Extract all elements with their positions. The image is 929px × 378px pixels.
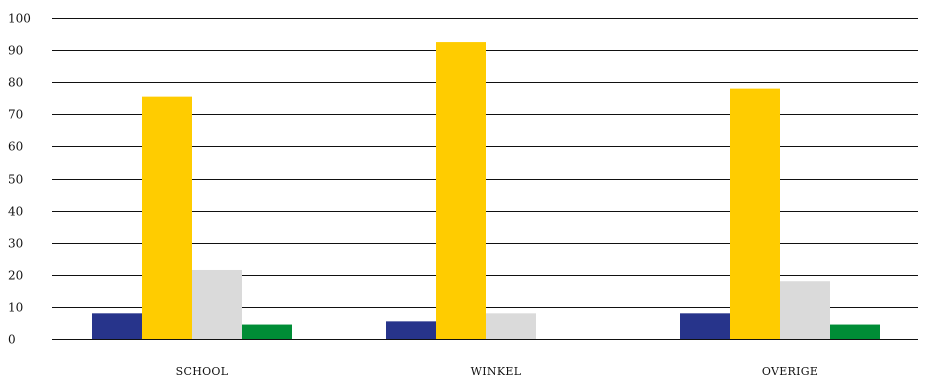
y-tick-label: 100 bbox=[8, 12, 31, 26]
bar-winkel-series-2 bbox=[436, 42, 486, 339]
bar-overige-series-1 bbox=[680, 313, 730, 339]
category-label-school: SCHOOL bbox=[176, 365, 229, 378]
bar-school-series-3 bbox=[192, 269, 242, 339]
y-tick-label: 10 bbox=[8, 301, 23, 315]
x-axis-categories: SCHOOL WINKEL OVERIGE bbox=[176, 365, 818, 378]
y-tick-label: 20 bbox=[8, 269, 23, 283]
y-tick-label: 30 bbox=[8, 237, 23, 251]
y-tick-label: 60 bbox=[8, 140, 23, 154]
category-label-overige: OVERIGE bbox=[762, 365, 818, 378]
bar-school-series-2 bbox=[142, 96, 192, 340]
y-tick-label: 0 bbox=[8, 333, 16, 347]
y-tick-label: 90 bbox=[8, 44, 23, 58]
y-axis-ticks: 0 10 20 30 40 50 60 70 80 90 100 bbox=[8, 12, 31, 347]
bar-overige-series-4 bbox=[830, 324, 880, 339]
y-tick-label: 50 bbox=[8, 173, 23, 187]
bar-school-series-4 bbox=[242, 324, 292, 339]
category-label-winkel: WINKEL bbox=[471, 365, 522, 378]
y-tick-label: 40 bbox=[8, 205, 23, 219]
bar-winkel-series-1 bbox=[386, 321, 436, 339]
bar-school-series-1 bbox=[92, 313, 142, 339]
bar-winkel-series-3 bbox=[486, 313, 536, 339]
bar-overige-series-2 bbox=[730, 88, 780, 340]
y-tick-label: 80 bbox=[8, 76, 23, 90]
y-tick-label: 70 bbox=[8, 108, 23, 122]
bar-overige-series-3 bbox=[780, 281, 830, 339]
bar-layer bbox=[92, 42, 880, 340]
